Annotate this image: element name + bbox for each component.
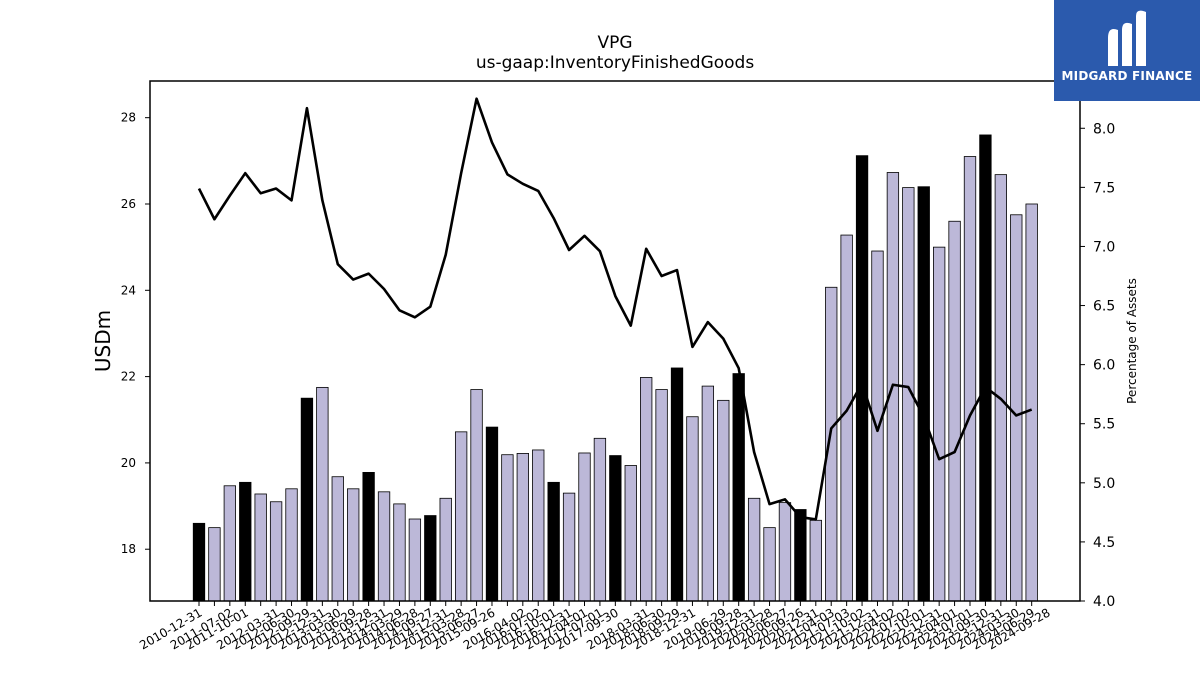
chart-title: VPG bbox=[597, 33, 632, 53]
bar bbox=[917, 186, 930, 602]
bar bbox=[578, 452, 591, 602]
bar bbox=[362, 471, 375, 602]
y-tick-label: 28 bbox=[121, 111, 136, 125]
bar bbox=[655, 389, 668, 602]
bar bbox=[640, 377, 653, 602]
bar bbox=[624, 465, 637, 602]
bar bbox=[963, 156, 977, 602]
bar bbox=[424, 515, 437, 602]
bar bbox=[670, 367, 684, 602]
bar bbox=[454, 431, 468, 602]
bar bbox=[470, 389, 483, 602]
bar bbox=[208, 527, 221, 602]
bar bbox=[501, 454, 514, 602]
y-tick-label: 18 bbox=[121, 542, 136, 556]
bar bbox=[562, 492, 576, 602]
bar bbox=[686, 416, 699, 602]
bar bbox=[747, 497, 761, 602]
bar bbox=[593, 437, 607, 602]
bar bbox=[192, 522, 206, 602]
bar bbox=[547, 481, 560, 602]
bar bbox=[933, 246, 946, 602]
bar bbox=[732, 373, 745, 602]
bar bbox=[717, 399, 730, 602]
x-axis: 2010-12-312011-07-022011-10-012012-03-31… bbox=[137, 601, 1053, 652]
bar bbox=[532, 449, 545, 602]
bar bbox=[239, 481, 252, 602]
y2-tick-label: 4.5 bbox=[1093, 535, 1115, 551]
y2-tick-label: 7.5 bbox=[1093, 180, 1115, 196]
y-tick-label: 22 bbox=[121, 370, 136, 384]
bar bbox=[331, 476, 344, 602]
bar bbox=[994, 174, 1007, 602]
series-line bbox=[197, 97, 1033, 521]
y-tick-label: 20 bbox=[121, 456, 136, 470]
bar bbox=[609, 455, 622, 602]
y-tick-label: 24 bbox=[121, 283, 136, 297]
bar bbox=[1010, 214, 1023, 602]
bar bbox=[285, 488, 298, 602]
y2-tick-label: 5.5 bbox=[1093, 417, 1115, 433]
y-axis-left: 18 20 22 24 26 28 bbox=[121, 111, 150, 556]
y2-tick-label: 6.5 bbox=[1093, 299, 1115, 315]
y2-tick-label: 7.0 bbox=[1093, 239, 1115, 255]
y2-tick-label: 4.0 bbox=[1093, 594, 1115, 610]
y-tick-label: 26 bbox=[121, 197, 136, 211]
bar bbox=[377, 491, 391, 602]
y2-tick-label: 6.0 bbox=[1093, 358, 1115, 374]
chart-subtitle: us-gaap:InventoryFinishedGoods bbox=[476, 53, 755, 73]
bar bbox=[1025, 203, 1038, 602]
bar-group bbox=[192, 134, 1038, 602]
bar bbox=[439, 497, 452, 602]
line-group bbox=[197, 97, 1033, 521]
bar bbox=[269, 501, 283, 602]
logo-mark-icon bbox=[1108, 10, 1146, 67]
bar bbox=[840, 234, 853, 602]
bar bbox=[794, 509, 807, 602]
y2-tick-label: 8.0 bbox=[1093, 121, 1115, 137]
bar bbox=[485, 426, 499, 602]
bar bbox=[347, 488, 360, 602]
bar bbox=[871, 250, 884, 602]
bar bbox=[948, 220, 961, 602]
y2-tick-label: 5.0 bbox=[1093, 476, 1115, 492]
bar bbox=[516, 453, 529, 602]
bar bbox=[763, 527, 776, 602]
bar bbox=[408, 518, 422, 602]
bar bbox=[254, 493, 267, 602]
y-axis-label-right: Percentage of Assets bbox=[1125, 278, 1139, 404]
bar bbox=[778, 502, 792, 602]
brand-logo: MIDGARD FINANCE bbox=[1054, 0, 1200, 101]
bar bbox=[979, 134, 992, 602]
bar bbox=[393, 503, 406, 602]
bar bbox=[300, 397, 314, 602]
bar bbox=[825, 286, 838, 602]
y-axis-right: 4.0 4.5 5.0 5.5 6.0 6.5 7.0 7.5 8.0 bbox=[1080, 121, 1115, 610]
bar bbox=[855, 155, 869, 602]
bar bbox=[701, 385, 715, 602]
y-axis-label-left: USDm bbox=[91, 310, 115, 372]
bar bbox=[809, 519, 822, 602]
logo-text: MIDGARD FINANCE bbox=[1061, 69, 1193, 83]
bar bbox=[316, 386, 329, 602]
bar bbox=[223, 485, 236, 602]
